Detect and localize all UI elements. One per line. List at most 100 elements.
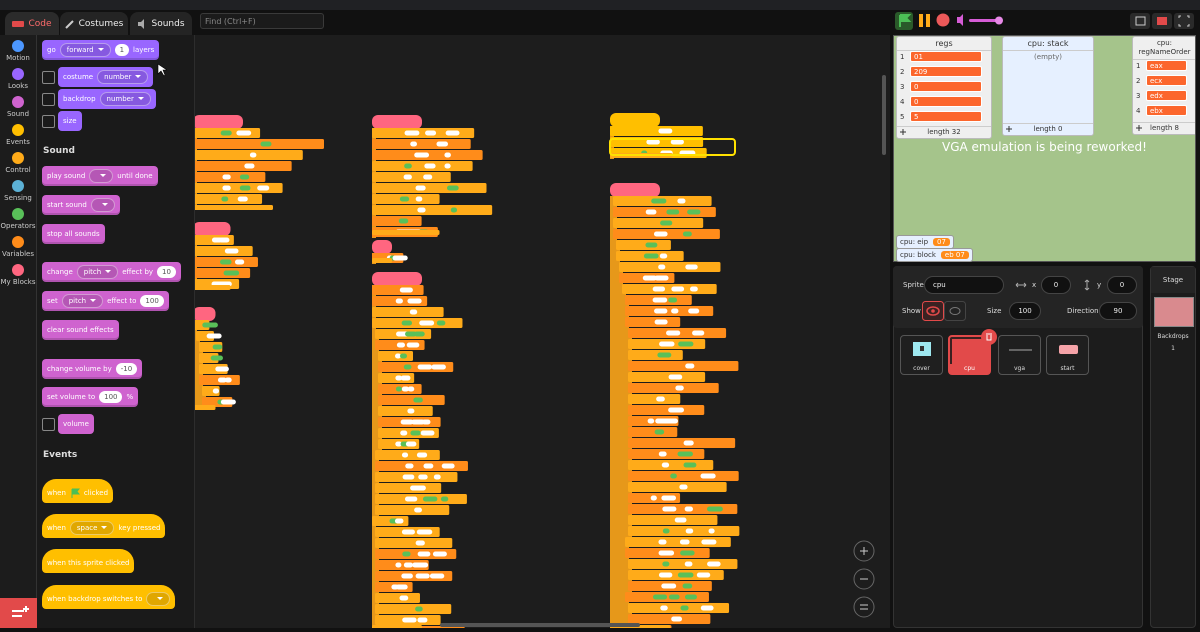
- dropdown[interactable]: [89, 169, 114, 183]
- x-field[interactable]: 0: [1041, 276, 1071, 294]
- block[interactable]: change volume by -10: [42, 359, 143, 379]
- list-item[interactable]: 0: [910, 96, 982, 107]
- stage-panel: Stage Backdrops 1: [1150, 266, 1196, 628]
- category[interactable]: Looks: [0, 68, 36, 90]
- y-field[interactable]: 0: [1107, 276, 1137, 294]
- code-block: [372, 139, 471, 149]
- sprite-tile[interactable]: cover: [900, 335, 943, 375]
- sprite-tile[interactable]: cpu: [948, 329, 997, 375]
- hat-block[interactable]: when space key pressed: [42, 514, 166, 538]
- sprite-tile[interactable]: vga: [998, 335, 1041, 375]
- category[interactable]: Sensing: [0, 180, 36, 202]
- list-item[interactable]: edx: [1146, 90, 1187, 101]
- stop-button[interactable]: [936, 13, 950, 27]
- dropdown[interactable]: [146, 592, 171, 606]
- category[interactable]: Motion: [0, 40, 36, 62]
- dropdown[interactable]: pitch: [61, 294, 104, 308]
- code-block: [610, 284, 626, 295]
- list-item[interactable]: 01: [910, 51, 982, 62]
- code-input: [662, 528, 670, 534]
- fullscreen-button[interactable]: [1174, 13, 1194, 29]
- dropdown[interactable]: space: [69, 521, 115, 535]
- block[interactable]: clear sound effects: [42, 320, 119, 340]
- dropdown[interactable]: number: [99, 92, 151, 106]
- tab-costumes[interactable]: Costumes: [60, 12, 128, 35]
- block[interactable]: volume: [58, 414, 94, 434]
- hat-block[interactable]: when this sprite clicked: [42, 549, 135, 573]
- category[interactable]: Sound: [0, 96, 36, 118]
- block[interactable]: play sound until done: [42, 166, 158, 186]
- block[interactable]: change pitch effect by 10: [42, 262, 181, 282]
- dropdown[interactable]: pitch: [76, 265, 119, 279]
- category[interactable]: Operators: [0, 208, 36, 230]
- list-item[interactable]: eax: [1146, 60, 1187, 71]
- checkbox[interactable]: [42, 71, 55, 84]
- code-input: [660, 220, 673, 226]
- code-input: [706, 506, 723, 512]
- code-input: [654, 319, 668, 325]
- dropdown[interactable]: forward: [59, 43, 111, 57]
- list-item[interactable]: ebx: [1146, 105, 1187, 116]
- input[interactable]: 10: [157, 266, 176, 278]
- hide-button[interactable]: [944, 301, 966, 321]
- block[interactable]: stop all sounds: [42, 224, 105, 244]
- checkbox[interactable]: [42, 93, 55, 106]
- zoom-reset[interactable]: [853, 596, 875, 618]
- tab-sounds[interactable]: Sounds: [130, 12, 192, 35]
- tab-code[interactable]: Code: [5, 12, 59, 35]
- category[interactable]: Control: [0, 152, 36, 174]
- pause-bar[interactable]: [919, 14, 923, 27]
- block[interactable]: set volume to 100%: [42, 387, 139, 407]
- block[interactable]: backdrop number: [58, 89, 156, 109]
- add-item[interactable]: [1136, 125, 1142, 131]
- input[interactable]: 100: [99, 391, 123, 403]
- small-stage-button[interactable]: [1130, 13, 1150, 29]
- sprite-name[interactable]: cpu: [924, 276, 1004, 294]
- list-item[interactable]: 0: [910, 81, 982, 92]
- dropdown[interactable]: [90, 198, 115, 212]
- code-input: [645, 209, 657, 215]
- add-item[interactable]: [1006, 126, 1012, 132]
- extension-button[interactable]: [0, 598, 37, 628]
- hat-block[interactable]: when clicked: [42, 479, 114, 503]
- list-item[interactable]: 209: [910, 66, 982, 77]
- code-block: [610, 592, 629, 603]
- category[interactable]: Events: [0, 124, 36, 146]
- scrollbar[interactable]: [882, 75, 886, 155]
- search-box[interactable]: Find (Ctrl+F): [200, 13, 324, 29]
- code-input: [645, 242, 658, 248]
- code-block: [622, 284, 717, 294]
- backdrop-thumbnail[interactable]: [1154, 297, 1194, 327]
- label: Show: [902, 307, 921, 315]
- category[interactable]: Variables: [0, 236, 36, 258]
- volume-knob[interactable]: [995, 16, 1003, 25]
- block[interactable]: costume number: [58, 67, 154, 87]
- list-footer: length 0: [1003, 123, 1093, 135]
- category[interactable]: My Blocks: [0, 264, 36, 286]
- monitor-label: cpu: block: [900, 251, 936, 259]
- list-item[interactable]: 5: [910, 111, 982, 122]
- block[interactable]: set pitch effect to 100: [42, 291, 169, 311]
- dropdown[interactable]: number: [97, 70, 149, 84]
- input[interactable]: -10: [115, 363, 138, 375]
- delete-sprite[interactable]: [981, 329, 997, 345]
- code-input: [440, 496, 449, 502]
- add-item[interactable]: [900, 129, 906, 135]
- hat-block: [610, 113, 660, 127]
- checkbox[interactable]: [42, 115, 55, 128]
- code-input: [696, 572, 711, 578]
- input[interactable]: 1: [114, 44, 130, 56]
- input[interactable]: 100: [140, 295, 164, 307]
- block[interactable]: go forward 1 layers: [42, 40, 160, 60]
- scrollbar[interactable]: [440, 623, 640, 627]
- direction-field[interactable]: 90: [1099, 302, 1137, 320]
- block[interactable]: start sound: [42, 195, 120, 215]
- size-field[interactable]: 100: [1009, 302, 1041, 320]
- volume-slider[interactable]: [969, 19, 1001, 22]
- list-item[interactable]: ecx: [1146, 75, 1187, 86]
- sprite-tile[interactable]: start: [1046, 335, 1089, 375]
- hat-block[interactable]: when backdrop switches to: [42, 585, 176, 609]
- block-palette: go forward 1 layers costume number backdrop num…: [37, 35, 195, 628]
- block[interactable]: size: [58, 111, 82, 131]
- checkbox[interactable]: [42, 418, 55, 431]
